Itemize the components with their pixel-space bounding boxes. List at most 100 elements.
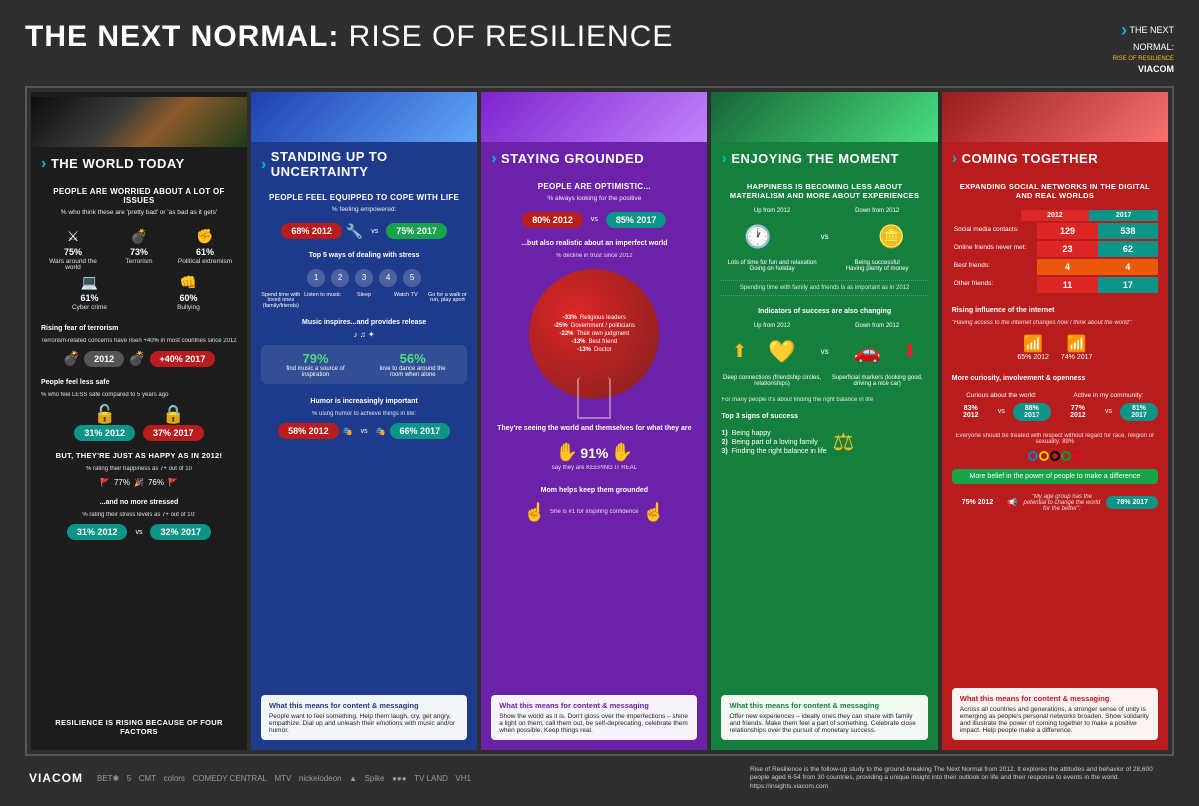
globe-pct: -33% — [563, 315, 577, 321]
emp-2017: 75% 2017 — [386, 223, 447, 239]
row-v17: 62 — [1098, 241, 1158, 257]
footer-tag: 5 — [127, 774, 131, 783]
title-text: STAYING GROUNDED — [501, 152, 644, 166]
photo-together — [942, 92, 1168, 142]
keepreal-pct: 91% — [580, 445, 608, 461]
vs-label: vs — [1105, 408, 1112, 415]
table-row: Best friends:44 — [952, 259, 1158, 275]
flag-icon: 🚩 — [100, 478, 110, 487]
balance-text: For many people it's about finding the r… — [721, 397, 927, 403]
signs-title: Top 3 signs of success — [721, 413, 927, 420]
music-box: 79%find music a source of inspiration 56… — [261, 345, 467, 384]
cur-b-label: Active in my community: — [1059, 392, 1158, 399]
clock-labels: Lots of time for fun and relaxationGoing… — [721, 260, 822, 272]
bomb-icon: 💣 — [63, 350, 80, 367]
worry-pct: 60% — [179, 293, 197, 303]
footer-tags: BET✱ 5 CMT colors COMEDY CENTRAL MTV nic… — [97, 773, 471, 783]
footer-tag: MTV — [275, 774, 292, 783]
brand-line2: NORMAL: — [1133, 42, 1174, 52]
top5-circles: 12345 — [261, 269, 467, 287]
keepreal-txt: say they are KEEPING IT REAL — [491, 465, 697, 471]
chevron-icon: › — [261, 156, 267, 174]
title-bold: THE NEXT NORMAL: — [25, 20, 339, 53]
mom-text: She is #1 for inspiring confidence — [550, 509, 638, 515]
mom-title: Mom helps keep them grounded — [491, 487, 697, 494]
arrow-up-icon: ⬆ — [732, 341, 747, 362]
party-icon: 🎉 — [134, 478, 144, 487]
cur-a-label: Curious about the world: — [952, 392, 1051, 399]
hand-icon: ✋ — [611, 442, 633, 462]
belief-pill: More belief in the power of people to ma… — [952, 469, 1158, 484]
top5-label: Spend time with loved ones (family/frien… — [261, 293, 301, 310]
wifi-icon: 📶 — [1061, 334, 1093, 354]
knife-icon: 🔧 — [346, 223, 363, 240]
music-stat-b: 56%love to dance around the room when al… — [374, 351, 452, 378]
globe-item: -22% Their own judgment — [559, 331, 629, 337]
row-v12: 4 — [1037, 259, 1097, 275]
top5-label: Listen to music — [303, 293, 343, 310]
megaphone-icon: 📢 — [1007, 498, 1017, 507]
scales-icon: ⚖ — [833, 428, 855, 457]
row-v12: 129 — [1037, 223, 1097, 239]
music-b-txt: love to dance around the room when alone — [380, 366, 446, 378]
photo-enjoying — [711, 92, 937, 142]
lock-row: 🔓31% 2012 🔒37% 2017 — [41, 404, 237, 441]
car-icon: 🚗 — [854, 339, 881, 365]
indic-down: Superficial markers (looking good, drivi… — [827, 375, 928, 387]
table-row: Social media contacts:129538 — [952, 223, 1158, 239]
row-v17: 17 — [1098, 277, 1158, 293]
enjoying-subtitle: HAPPINESS IS BECOMING LESS ABOUT MATERIA… — [721, 182, 927, 200]
signs-list: 1)Being happy2)Being part of a loving fa… — [721, 428, 826, 457]
fear-title: Rising fear of terrorism — [41, 325, 237, 332]
humor-2012: 58% 2012 — [278, 423, 339, 439]
hand-icon: ✋ — [556, 442, 578, 462]
mom-row: ☝ She is #1 for inspiring confidence ☝ — [491, 502, 697, 523]
col-standing: ›STANDING UP TO UNCERTAINTY PEOPLE FEEL … — [251, 92, 477, 749]
h2017: 2017 — [1089, 210, 1158, 221]
coin-labels: Being successfulHaving plenty of money — [827, 260, 928, 272]
together-insight: What this means for content & messaging … — [952, 688, 1158, 740]
col-together: ›COMING TOGETHER EXPANDING SOCIAL NETWOR… — [942, 92, 1168, 749]
worry-icon: 💣 — [130, 228, 147, 245]
row-v12: 11 — [1037, 277, 1097, 293]
footer-tag: BET✱ — [97, 774, 119, 783]
table-row: Online friends never met:2362 — [952, 241, 1158, 257]
title-text: THE WORLD TODAY — [51, 157, 185, 171]
signs-row: 1)Being happy2)Being part of a loving fa… — [721, 424, 927, 465]
mask-icon: 🎭 — [343, 427, 353, 436]
emp-2012: 68% 2012 — [281, 223, 342, 239]
worry-label: Wars around the world — [44, 259, 103, 272]
worry-stat: ✊61%Political extremism — [176, 228, 235, 272]
cur-b-12: 77% 2012 — [1059, 403, 1097, 421]
lock-2017: 🔒37% 2017 — [143, 404, 204, 441]
title-text: COMING TOGETHER — [962, 152, 1099, 166]
worry-stat: 💻61%Cyber crime — [60, 274, 119, 312]
col-world: ›THE WORLD TODAY PEOPLE ARE WORRIED ABOU… — [31, 92, 247, 749]
worry-pct: 61% — [196, 247, 214, 257]
insight-title: What this means for content & messaging — [729, 701, 919, 710]
col-grounded: ›STAYING GROUNDED PEOPLE ARE OPTIMISTIC.… — [481, 92, 707, 749]
globe-label: Best friend — [589, 339, 618, 345]
wifi-2012: 📶65% 2012 — [1017, 334, 1049, 361]
realist-sub: % decline in trust since 2012 — [491, 253, 697, 259]
lock-2012: 🔓31% 2012 — [74, 404, 135, 441]
music-stat-a: 79%find music a source of inspiration — [277, 351, 355, 378]
cur-a-12: 83% 2012 — [952, 403, 990, 421]
flag-icon: 🚩 — [168, 478, 178, 487]
footer-brand: VIACOM — [29, 771, 83, 785]
vs-label: vs — [135, 529, 142, 536]
humor-badges: 58% 2012 🎭vs🎭 66% 2017 — [261, 423, 467, 439]
clock-coin-labels: Lots of time for fun and relaxationGoing… — [721, 260, 927, 272]
row-v12: 23 — [1037, 241, 1097, 257]
humor-2017: 66% 2017 — [390, 423, 451, 439]
worry-icon: ⚔ — [67, 228, 80, 245]
lock-icon: 🔒 — [162, 404, 184, 425]
wifi-row: 📶65% 2012 📶74% 2017 — [952, 334, 1158, 361]
worry-pct: 73% — [130, 247, 148, 257]
olympic-rings-icon — [952, 451, 1158, 461]
globe-label: Their own judgment — [577, 331, 630, 337]
col-enjoying-title: ›ENJOYING THE MOMENT — [721, 150, 927, 168]
vs-label: vs — [821, 347, 829, 356]
insight-text: People want to feel something. Help them… — [269, 713, 459, 734]
globe-item: -13% Doctor — [577, 347, 612, 353]
